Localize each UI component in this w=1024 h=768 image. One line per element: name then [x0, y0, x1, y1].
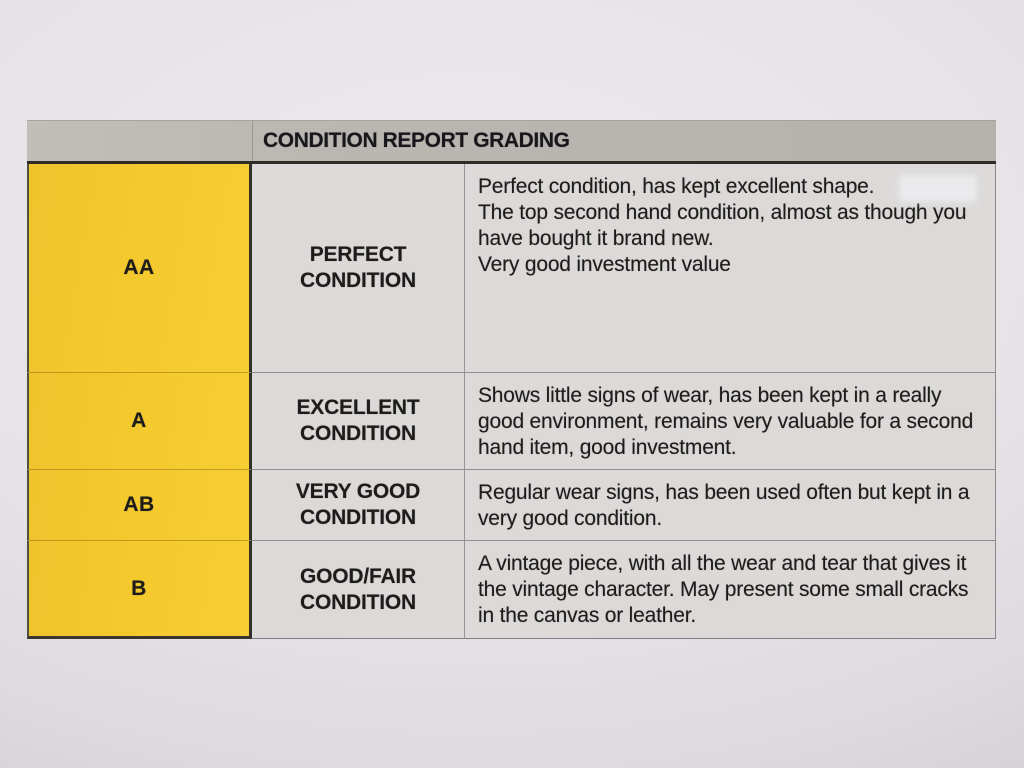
table-body: AA PERFECT CONDITION Perfect condition, …: [27, 164, 996, 639]
condition-label: VERY GOOD CONDITION: [295, 480, 421, 529]
grade-cell-aa: AA: [27, 164, 252, 372]
description-paragraph: A vintage piece, with all the wear and t…: [478, 552, 969, 627]
grade-code: A: [131, 409, 147, 432]
description-paragraph: Shows little signs of wear, has been kep…: [478, 384, 974, 459]
description-paragraph: The top second hand condition, almost as…: [478, 201, 967, 250]
description-paragraph: Very good investment value: [478, 253, 731, 276]
label-cell-very-good: VERY GOOD CONDITION: [252, 469, 465, 540]
grade-code: B: [131, 576, 147, 600]
description-cell-a: Shows little signs of wear, has been kep…: [465, 372, 996, 469]
grade-code: AB: [123, 493, 155, 516]
table-title: CONDITION REPORT GRADING: [263, 129, 570, 152]
grade-code: AA: [123, 256, 155, 279]
grade-cell-ab: AB: [27, 469, 252, 540]
label-cell-excellent: EXCELLENT CONDITION: [252, 372, 465, 469]
description-paragraph: Perfect condition, has kept excellent sh…: [478, 175, 875, 198]
condition-grading-table: CONDITION REPORT GRADING AA PERFECT COND…: [27, 120, 996, 639]
grade-cell-a: A: [27, 372, 252, 469]
correction-fluid-patch: [899, 175, 977, 202]
label-cell-perfect: PERFECT CONDITION: [252, 164, 465, 372]
table-header-row: CONDITION REPORT GRADING: [27, 120, 996, 164]
condition-label: PERFECT CONDITION: [299, 243, 417, 292]
condition-label: EXCELLENT CONDITION: [296, 396, 420, 445]
description-cell-b: A vintage piece, with all the wear and t…: [465, 540, 996, 639]
description-cell-ab: Regular wear signs, has been used often …: [465, 469, 996, 540]
label-cell-good-fair: GOOD/FAIR CONDITION: [252, 540, 465, 639]
description-paragraph: Regular wear signs, has been used often …: [478, 481, 970, 530]
condition-label: GOOD/FAIR CONDITION: [299, 564, 417, 614]
grade-cell-b: B: [27, 540, 252, 639]
header-column-divider: [252, 121, 253, 161]
